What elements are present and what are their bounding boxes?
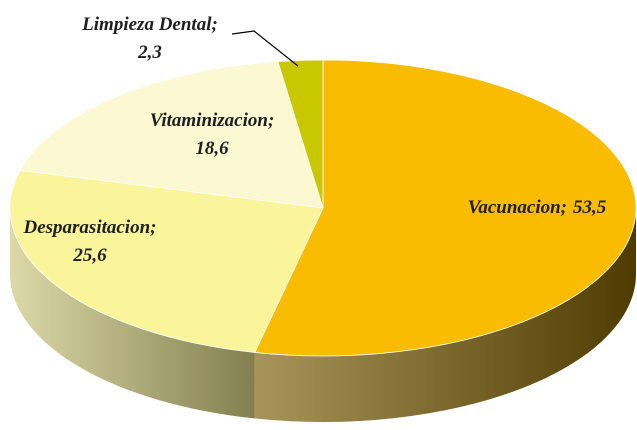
slice-side-shade xyxy=(254,208,636,422)
label-category: Vitaminizacion xyxy=(150,110,268,131)
label-value: 18,6 xyxy=(195,138,229,159)
data-label: Vitaminizacion; 18,6 xyxy=(150,110,275,159)
data-labels: Vacunacion; 53,5 Desparasitacion; 25,6 Vitam… xyxy=(22,14,606,266)
slice xyxy=(277,59,324,209)
label-separator: ; xyxy=(150,217,156,238)
pie-tops xyxy=(9,59,637,357)
leader-line xyxy=(231,30,299,67)
label-separator: ; xyxy=(268,110,274,131)
label-value: 25,6 xyxy=(72,245,107,266)
label-value: 2,3 xyxy=(137,42,162,63)
label-separator: ; xyxy=(561,197,567,218)
label-separator: ; xyxy=(211,14,217,35)
data-label: Desparasitacion; 25,6 xyxy=(22,217,156,266)
slice xyxy=(19,61,324,209)
slice xyxy=(9,169,324,353)
label-category: Desparasitacion xyxy=(22,217,150,238)
label-category: Limpieza Dental xyxy=(81,14,212,35)
label-category: Vacunacion xyxy=(468,197,561,218)
slice xyxy=(254,59,637,357)
data-label: Vacunacion; 53,5 xyxy=(468,197,607,218)
data-label: Limpieza Dental; 2,3 xyxy=(81,14,218,63)
slice-side-shade xyxy=(10,208,255,419)
label-value: 53,5 xyxy=(573,197,607,218)
pie-sides xyxy=(10,208,636,422)
